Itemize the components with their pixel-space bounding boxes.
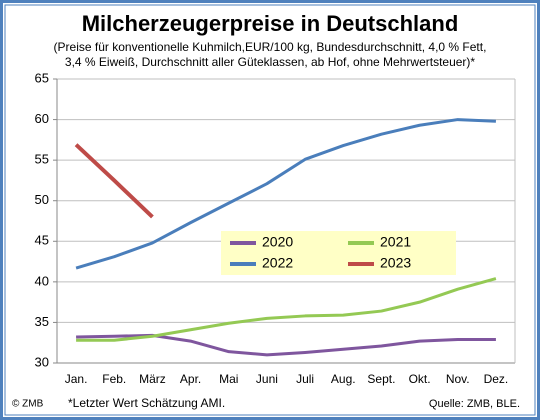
line-series [76, 277, 497, 342]
frame-inner [4, 4, 536, 416]
legend-label: 2021 [380, 234, 411, 250]
legend-label: 2020 [262, 234, 293, 250]
line-series [74, 143, 154, 219]
y-tick-label: 50 [35, 192, 49, 207]
y-tick-label: 40 [35, 273, 49, 288]
x-tick-label: Aug. [331, 372, 356, 386]
y-tick-label: 65 [35, 70, 49, 85]
legend-label: 2022 [262, 255, 293, 271]
source: Quelle: ZMB, BLE. [429, 398, 520, 410]
x-tick-label: Mai [219, 372, 238, 386]
x-tick-label: Nov. [446, 372, 470, 386]
x-tick-label: Juli [296, 372, 314, 386]
x-tick-label: Juni [256, 372, 278, 386]
x-tick-label: Feb. [102, 372, 126, 386]
x-tick-label: Apr. [180, 372, 201, 386]
x-tick-label: Dez. [484, 372, 509, 386]
legend [221, 231, 456, 275]
legend-label: 2023 [380, 255, 411, 271]
line-series [75, 118, 496, 270]
footnote: *Letzter Wert Schätzung AMI. [68, 396, 225, 410]
subtitle: 3,4 % Eiweiß, Durchschnitt aller Gütekla… [65, 55, 476, 69]
x-tick-label: Sept. [367, 372, 395, 386]
y-tick-label: 35 [35, 314, 49, 329]
y-tick-label: 45 [35, 233, 49, 248]
y-tick-label: 30 [35, 354, 49, 369]
x-tick-label: Jan. [65, 372, 88, 386]
x-tick-label: März [139, 372, 166, 386]
y-tick-label: 55 [35, 152, 49, 167]
copyright: © ZMB [12, 399, 44, 410]
y-tick-label: 60 [35, 111, 49, 126]
chart-title: Milcherzeugerpreise in Deutschland [82, 11, 459, 36]
subtitle: (Preise für konventionelle Kuhmilch,EUR/… [54, 40, 487, 54]
x-tick-label: Okt. [409, 372, 431, 386]
